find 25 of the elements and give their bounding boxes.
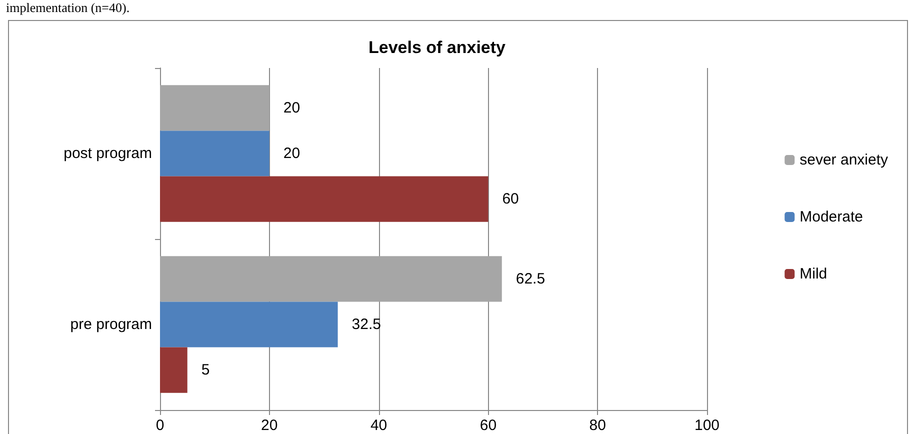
chart-title: Levels of anxiety	[368, 38, 506, 57]
legend-label: Moderate	[800, 208, 863, 226]
data-label: 62.5	[516, 270, 546, 288]
bar	[160, 347, 188, 393]
x-tick-label: 80	[589, 417, 606, 434]
data-label: 5	[201, 362, 210, 379]
data-label: 20	[283, 99, 300, 116]
legend-label: Mild	[800, 266, 828, 282]
bar	[160, 256, 502, 302]
y-tick-label: pre program	[70, 316, 152, 333]
data-label: 20	[283, 145, 300, 162]
bar	[160, 302, 338, 348]
x-tick-label: 100	[694, 417, 720, 434]
bar	[160, 85, 270, 131]
bar	[160, 176, 488, 222]
legend-label: sever anxiety	[800, 152, 888, 168]
bar	[160, 130, 270, 176]
data-label: 60	[502, 190, 519, 208]
y-tick-label: post program	[64, 145, 152, 162]
x-tick-label: 0	[156, 417, 164, 434]
x-tick-label: 20	[261, 417, 278, 434]
x-tick-label: 40	[370, 417, 388, 434]
x-tick-label: 60	[480, 417, 497, 434]
data-label: 32.5	[352, 316, 381, 333]
text: implementation (n=40).	[6, 0, 130, 16]
